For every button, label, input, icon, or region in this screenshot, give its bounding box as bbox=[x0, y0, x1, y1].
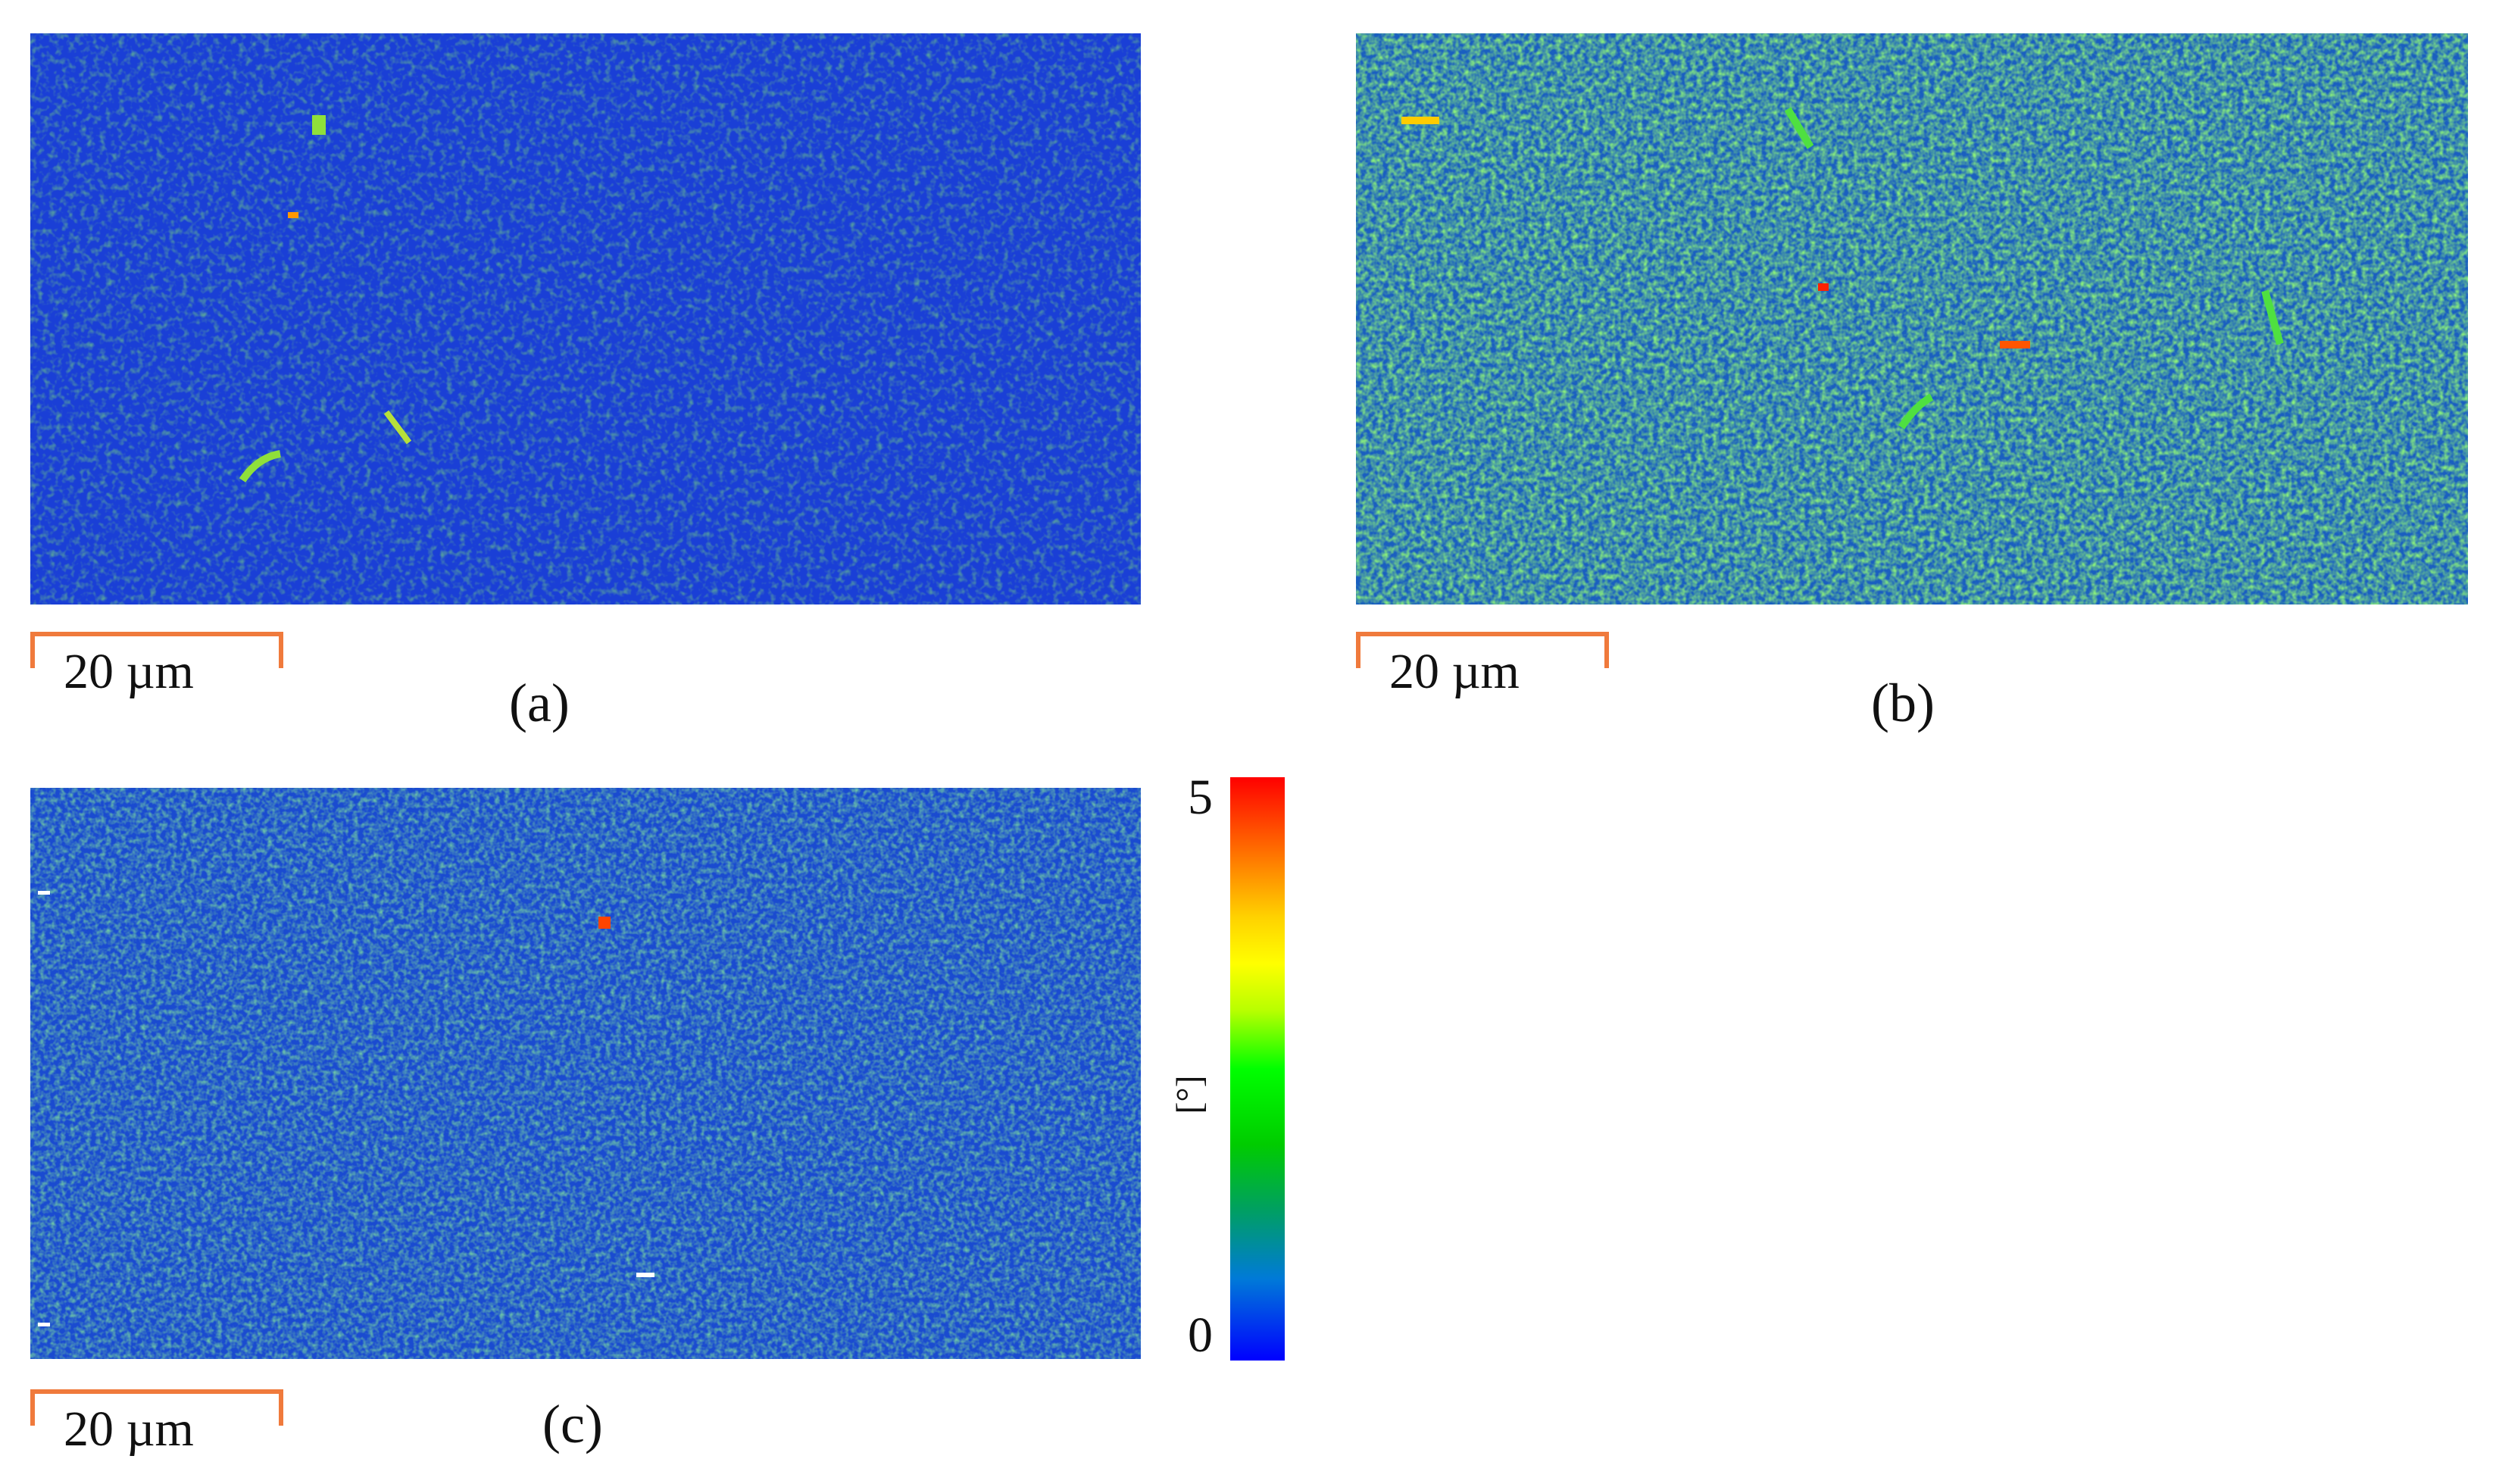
ebsd-map-c bbox=[30, 788, 1141, 1359]
misorientation-map-a bbox=[30, 33, 1141, 605]
scale-bracket bbox=[1356, 632, 1609, 668]
scale-bracket bbox=[30, 632, 283, 668]
scale-bracket bbox=[30, 1389, 283, 1426]
panel-label-b: (b) bbox=[1871, 673, 1935, 733]
scale-bar-label: 20 µm bbox=[64, 1401, 194, 1457]
misorientation-map-b bbox=[1356, 33, 2468, 605]
panel-label-a: (a) bbox=[509, 673, 570, 733]
scale-bar-label: 20 µm bbox=[1389, 644, 1520, 699]
colorbar-max-label: 5 bbox=[1188, 770, 1213, 825]
colorbar-min-label: 0 bbox=[1188, 1307, 1213, 1363]
scale-bar-c: 20 µm bbox=[30, 1389, 288, 1480]
ebsd-map-a bbox=[30, 33, 1141, 605]
scale-bar-label: 20 µm bbox=[64, 644, 194, 699]
scale-bar-b: 20 µm bbox=[1356, 632, 1613, 723]
ebsd-map-b bbox=[1356, 33, 2468, 605]
misorientation-map-c bbox=[30, 788, 1141, 1359]
scale-bar-a: 20 µm bbox=[30, 632, 288, 723]
panel-label-c: (c) bbox=[542, 1394, 603, 1454]
colorbar-unit-label: [°] bbox=[1169, 1075, 1210, 1114]
colorbar bbox=[1230, 777, 1285, 1361]
